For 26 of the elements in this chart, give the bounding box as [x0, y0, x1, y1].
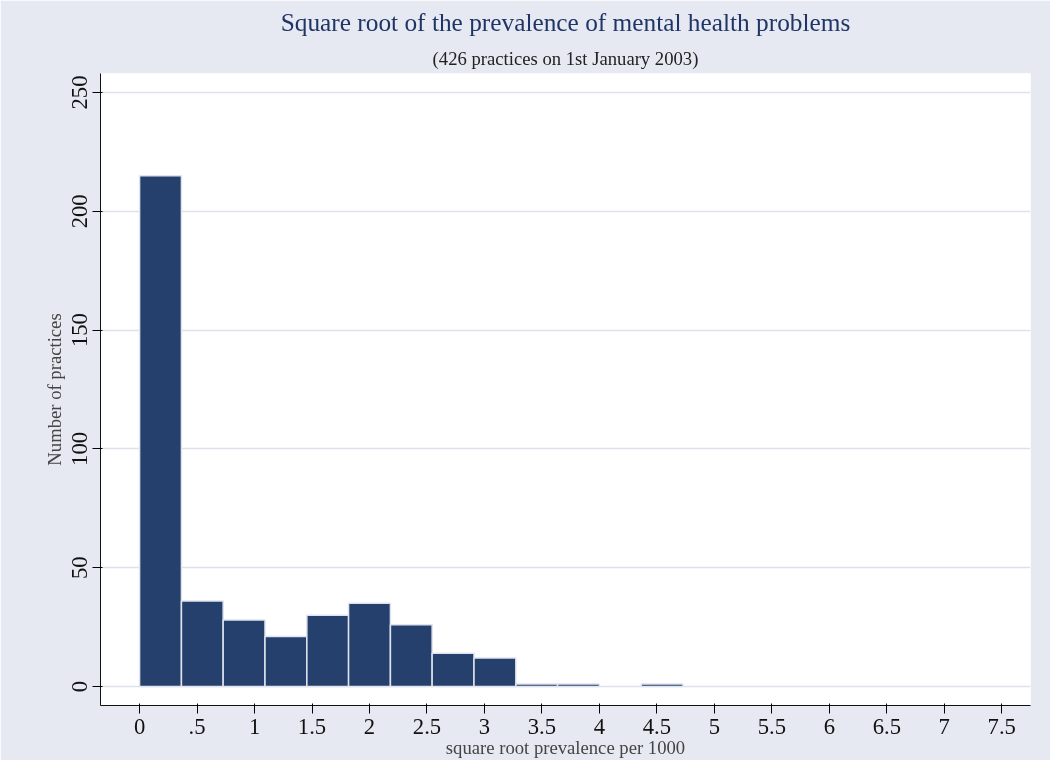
x-tick-label: 4: [593, 713, 606, 739]
x-tick-label: 3.5: [527, 713, 557, 739]
y-tick-label: 50: [67, 556, 93, 580]
chart-subtitle: (426 practices on 1st January 2003): [432, 47, 699, 70]
y-axis-title: Number of practices: [43, 313, 65, 466]
x-tick-label: 3: [478, 713, 491, 739]
x-tick-label: 2.5: [412, 713, 442, 739]
y-tick-label: 200: [67, 194, 93, 229]
y-tick-label: 250: [67, 75, 93, 110]
chart-title: Square root of the prevalence of mental health problems: [280, 7, 851, 36]
y-tick-label: 0: [67, 680, 93, 693]
x-tick-label: 2: [363, 713, 376, 739]
x-axis-title: square root prevalence per 1000: [445, 736, 686, 758]
x-tick-label: 6: [823, 713, 835, 739]
x-tick-label: 0: [133, 713, 146, 739]
x-tick-label: 7: [938, 713, 950, 739]
y-tick-label: 150: [67, 313, 93, 348]
x-tick-label: 4.5: [642, 713, 672, 739]
x-tick-label: 6.5: [872, 713, 901, 739]
y-tick-label: 100: [67, 431, 93, 466]
x-tick-label: 7.5: [987, 713, 1016, 739]
x-tick-label: 5: [708, 713, 721, 739]
x-tick-label: .5: [188, 713, 206, 739]
x-tick-label: 1.5: [297, 713, 327, 739]
x-tick-label: 1: [248, 713, 261, 739]
x-tick-label: 5.5: [757, 713, 787, 739]
